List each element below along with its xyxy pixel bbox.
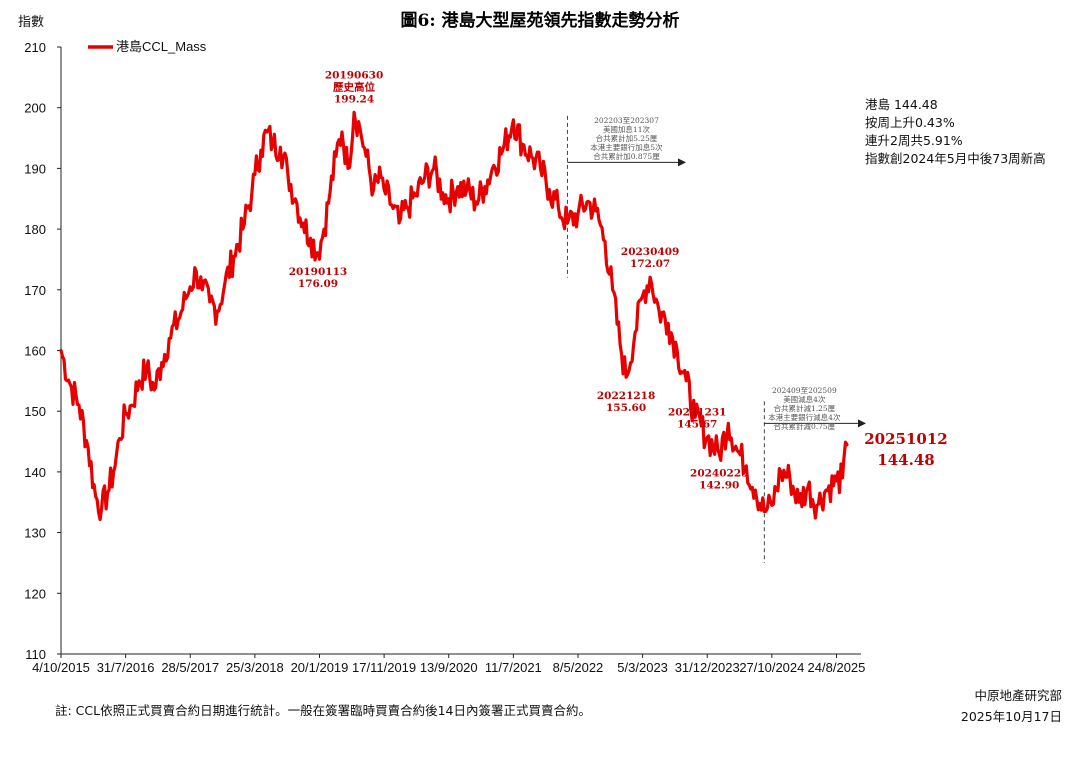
footer-note: 註: CCL依照正式買賣合約日期進行統計。一般在簽署臨時買賣合約後14日內簽署正… xyxy=(55,703,591,718)
side-note-3: 指數創2024年5月中後73周新高 xyxy=(865,151,1046,166)
latest-value: 20251012 144.48 xyxy=(864,430,948,469)
point-annotation-text: 145.67 xyxy=(677,418,717,430)
x-tick-label: 8/5/2022 xyxy=(553,660,604,675)
point-annotation-text: 20231231 xyxy=(668,406,726,418)
footer-source: 中原地產研究部 xyxy=(974,688,1062,703)
chart-title: 圖6: 港島大型屋苑領先指數走勢分析 xyxy=(400,10,679,31)
y-tick-label: 150 xyxy=(24,404,46,419)
policy-note-text: 本港主要銀行減息4次 xyxy=(768,412,841,422)
y-tick-label: 130 xyxy=(24,526,46,541)
policy-note-text: 合共累計加0.875厘 xyxy=(593,151,660,161)
policy-note-text: 合共累計加5.25厘 xyxy=(596,133,658,143)
x-tick-label: 20/1/2019 xyxy=(291,660,349,675)
y-tick-label: 180 xyxy=(24,222,46,237)
x-tick-label: 25/3/2018 xyxy=(226,660,284,675)
footer-date: 2025年10月17日 xyxy=(961,709,1062,724)
side-note-2: 連升2周共5.91% xyxy=(865,133,963,148)
point-annotation-text: 20221218 xyxy=(597,390,655,402)
x-tick-label: 4/10/2015 xyxy=(32,660,90,675)
x-tick-label: 27/10/2024 xyxy=(739,660,804,675)
y-axis-label: 指數 xyxy=(18,14,44,29)
policy-note-text: 202203至202307 xyxy=(594,116,659,125)
side-note-0: 港島 144.48 xyxy=(865,97,938,112)
y-tick-label: 140 xyxy=(24,465,46,480)
policy-note-text: 202409至202509 xyxy=(772,386,837,395)
side-notes: 港島 144.48 按周上升0.43% 連升2周共5.91% 指數創2024年5… xyxy=(865,97,1046,166)
y-tick-label: 110 xyxy=(25,647,46,662)
point-annotation-text: 歷史高位 xyxy=(333,80,375,93)
point-annotation-text: 20190630 xyxy=(325,69,383,81)
policy-note-text: 合共累計減1.25厘 xyxy=(773,403,835,413)
point-annotation-text: 176.09 xyxy=(298,278,338,290)
y-tick-label: 190 xyxy=(24,161,46,176)
point-annotation-text: 155.60 xyxy=(606,402,646,414)
x-tick-label: 11/7/2021 xyxy=(485,660,542,675)
point-annotation-text: 172.07 xyxy=(630,258,670,270)
point-annotation-text: 142.90 xyxy=(699,479,739,491)
policy-note-text: 美國加息11次 xyxy=(603,124,651,134)
x-tick-labels: 4/10/2015 31/7/2016 28/5/2017 25/3/2018 20/1… xyxy=(32,660,865,675)
legend-label: 港島CCL_Mass xyxy=(116,39,207,54)
latest-index: 144.48 xyxy=(877,451,934,469)
x-tick-label: 24/8/2025 xyxy=(808,660,866,675)
point-annotation-text: 20230409 xyxy=(621,246,679,258)
y-tick-label: 120 xyxy=(24,586,46,601)
y-tick-label: 160 xyxy=(24,344,46,359)
y-tick-label: 210 xyxy=(24,40,46,55)
y-tick-labels: 110 120 130 140 150 160 170 180 190 200 210 xyxy=(24,40,46,662)
policy-notes: 202203至202307美國加息11次合共累計加5.25厘本港主要銀行加息5次… xyxy=(566,116,866,563)
y-tick-label: 170 xyxy=(24,283,46,298)
axes xyxy=(57,46,861,658)
x-tick-label: 5/3/2023 xyxy=(617,660,668,675)
policy-note-text: 合共累計減0.75厘 xyxy=(773,421,835,431)
point-annotation-text: 20240225 xyxy=(690,467,748,479)
x-tick-label: 13/9/2020 xyxy=(420,660,478,675)
policy-note-text: 美國減息4次 xyxy=(783,394,826,404)
x-tick-label: 31/7/2016 xyxy=(97,660,155,675)
point-annotation-text: 199.24 xyxy=(334,93,374,105)
policy-arrow-head xyxy=(678,158,686,167)
x-tick-label: 28/5/2017 xyxy=(161,660,219,675)
latest-date: 20251012 xyxy=(864,430,948,448)
x-tick-label: 17/11/2019 xyxy=(352,660,416,675)
policy-note-text: 本港主要銀行加息5次 xyxy=(590,142,663,152)
series-line xyxy=(59,110,849,522)
x-tick-label: 31/12/2023 xyxy=(675,660,740,675)
policy-arrow-head xyxy=(858,419,866,428)
point-annotation-text: 20190113 xyxy=(289,266,347,278)
y-tick-label: 200 xyxy=(24,101,46,116)
side-note-1: 按周上升0.43% xyxy=(865,115,955,130)
legend: 港島CCL_Mass xyxy=(88,39,207,54)
